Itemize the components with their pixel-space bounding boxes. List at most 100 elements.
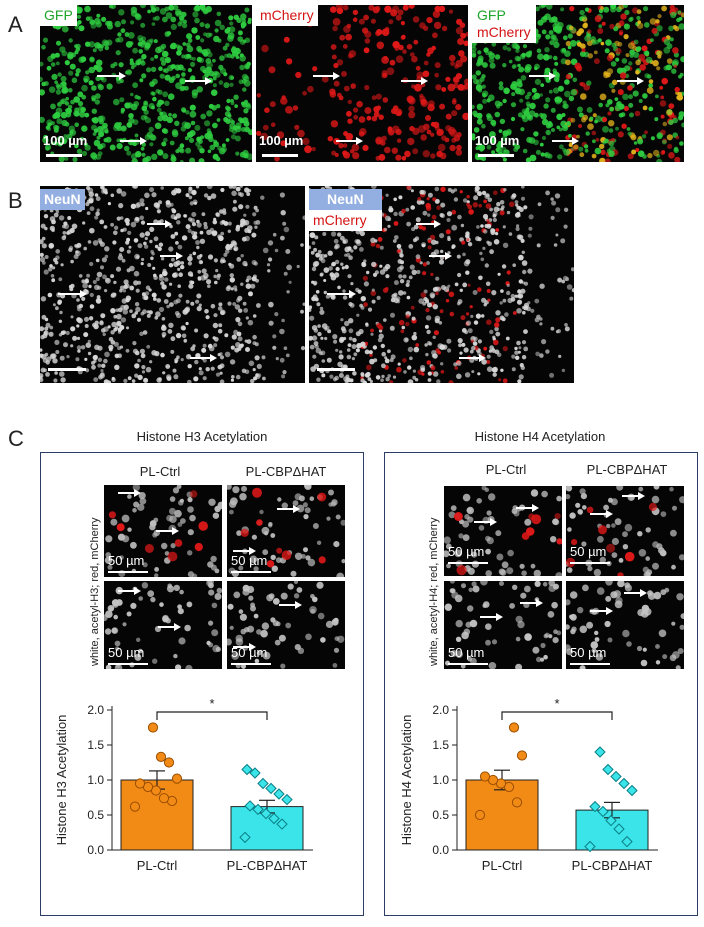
arrows [58, 220, 217, 362]
panel-label-c: C [8, 426, 24, 451]
h4-col-ctrl: PL-Ctrl [485, 462, 527, 477]
scalebar [262, 154, 298, 157]
data-point [134, 778, 146, 789]
h4-title: Histone H4 Acetylation [474, 429, 606, 444]
y-tick-label: 0.0 [87, 843, 104, 857]
arrows [233, 601, 302, 651]
cell-dots [108, 490, 208, 562]
neun-cells [40, 186, 305, 383]
data-point [257, 777, 269, 790]
h4-ctrl-bottom-cells [444, 581, 562, 669]
arrows [118, 587, 181, 631]
data-point [584, 840, 596, 853]
arrows [529, 72, 644, 145]
data-point [268, 812, 280, 825]
y-tick-label: 2.0 [87, 703, 104, 717]
significance-label: * [554, 696, 559, 711]
arrows [480, 599, 543, 621]
arrows [590, 589, 647, 615]
scalebar-text: 100 µm [259, 133, 304, 148]
significance-bracket [156, 711, 268, 720]
data-point [273, 788, 285, 800]
y-tick-label: 0.0 [432, 843, 449, 857]
scalebar [570, 562, 610, 564]
panel-label-b: B [8, 188, 23, 213]
arrows [313, 72, 428, 145]
data-point [155, 751, 167, 763]
mcherry-tag: mCherry [309, 210, 382, 231]
data-point [252, 803, 264, 816]
data-point [163, 757, 175, 768]
h4-hat-bottom: 50 µm [566, 581, 684, 669]
y-axis-label: Histone H3 Acetylation [54, 715, 69, 846]
h3-ctrl-top: 50 µm [104, 485, 222, 577]
data-point [249, 767, 261, 779]
x-tick-label: PL-CBPΔHAT [227, 858, 308, 873]
scalebar [108, 571, 148, 573]
scalebar-text: 50 µm [570, 544, 607, 559]
mcherry-image: mCherry 100 µm [256, 5, 468, 162]
data-point [479, 771, 491, 782]
cell-dots [566, 502, 657, 576]
h4-ctrl-top-cells [444, 486, 562, 576]
gfp-cells [40, 5, 252, 162]
arrows [118, 489, 179, 535]
neun-image: NeuN [40, 186, 305, 383]
data-point [613, 823, 625, 835]
y-tick-label: 1.5 [87, 738, 104, 752]
scalebar [108, 663, 148, 665]
h3-hat-bottom-cells [227, 581, 345, 669]
data-point [129, 801, 141, 812]
neun-tag: NeuN [40, 189, 85, 210]
data-point [276, 818, 288, 830]
data-point [171, 773, 183, 784]
y-tick-label: 1.0 [432, 773, 449, 787]
scalebar-text: 50 µm [231, 553, 268, 568]
h3-hat-top-cells [227, 485, 345, 577]
h4-hat-top: 50 µm [566, 486, 684, 576]
data-point [158, 793, 170, 804]
cell-dots [104, 581, 222, 669]
data-point [621, 835, 633, 848]
data-point [244, 800, 256, 812]
significance-bracket [501, 711, 613, 720]
merge-cells [472, 5, 684, 162]
merge-tag-mcherry: mCherry [477, 24, 531, 40]
scalebar-text: 100 µm [43, 133, 88, 148]
h3-title: Histone H3 Acetylation [136, 429, 268, 444]
scalebar [48, 368, 86, 371]
h4-col-hat: PL-CBPΔHAT [586, 462, 668, 477]
h3-bar-chart: Histone H3 Acetylation 0.0 0.5 1.0 1.5 2.0 PL-… [54, 696, 313, 873]
scalebar-text: 50 µm [448, 544, 485, 559]
arrows [590, 492, 645, 518]
panel-label-a: A [8, 12, 23, 37]
scalebar [231, 663, 271, 665]
h4-hat-bottom-cells [566, 581, 684, 669]
y-tick-label: 0.5 [87, 808, 104, 822]
scalebar [317, 368, 355, 371]
cell-dots [453, 512, 562, 576]
significance-label: * [209, 696, 214, 711]
scalebar [570, 663, 610, 665]
data-point [626, 784, 638, 797]
cell-dots [240, 487, 327, 568]
data-point [511, 797, 523, 808]
scalebar [448, 663, 488, 665]
x-tick-label: PL-Ctrl [137, 858, 178, 873]
y-tick-label: 2.0 [432, 703, 449, 717]
neun-tag: NeuN [309, 189, 382, 210]
y-tick-label: 1.5 [432, 738, 449, 752]
data-point [516, 750, 528, 761]
mcherry-tag: mCherry [256, 5, 318, 26]
neun-mcherry-tag: NeuN mCherry [309, 189, 382, 231]
scalebar [46, 154, 82, 157]
cell-dots [227, 581, 345, 669]
arrows [327, 220, 486, 362]
arrows [233, 505, 300, 555]
h3-ctrl-bottom-cells [104, 581, 222, 669]
data-point [239, 831, 251, 844]
merge-tag: GFP mCherry [472, 5, 536, 43]
data-point [474, 809, 486, 821]
cell-dots [40, 186, 305, 383]
scalebar [231, 571, 271, 573]
